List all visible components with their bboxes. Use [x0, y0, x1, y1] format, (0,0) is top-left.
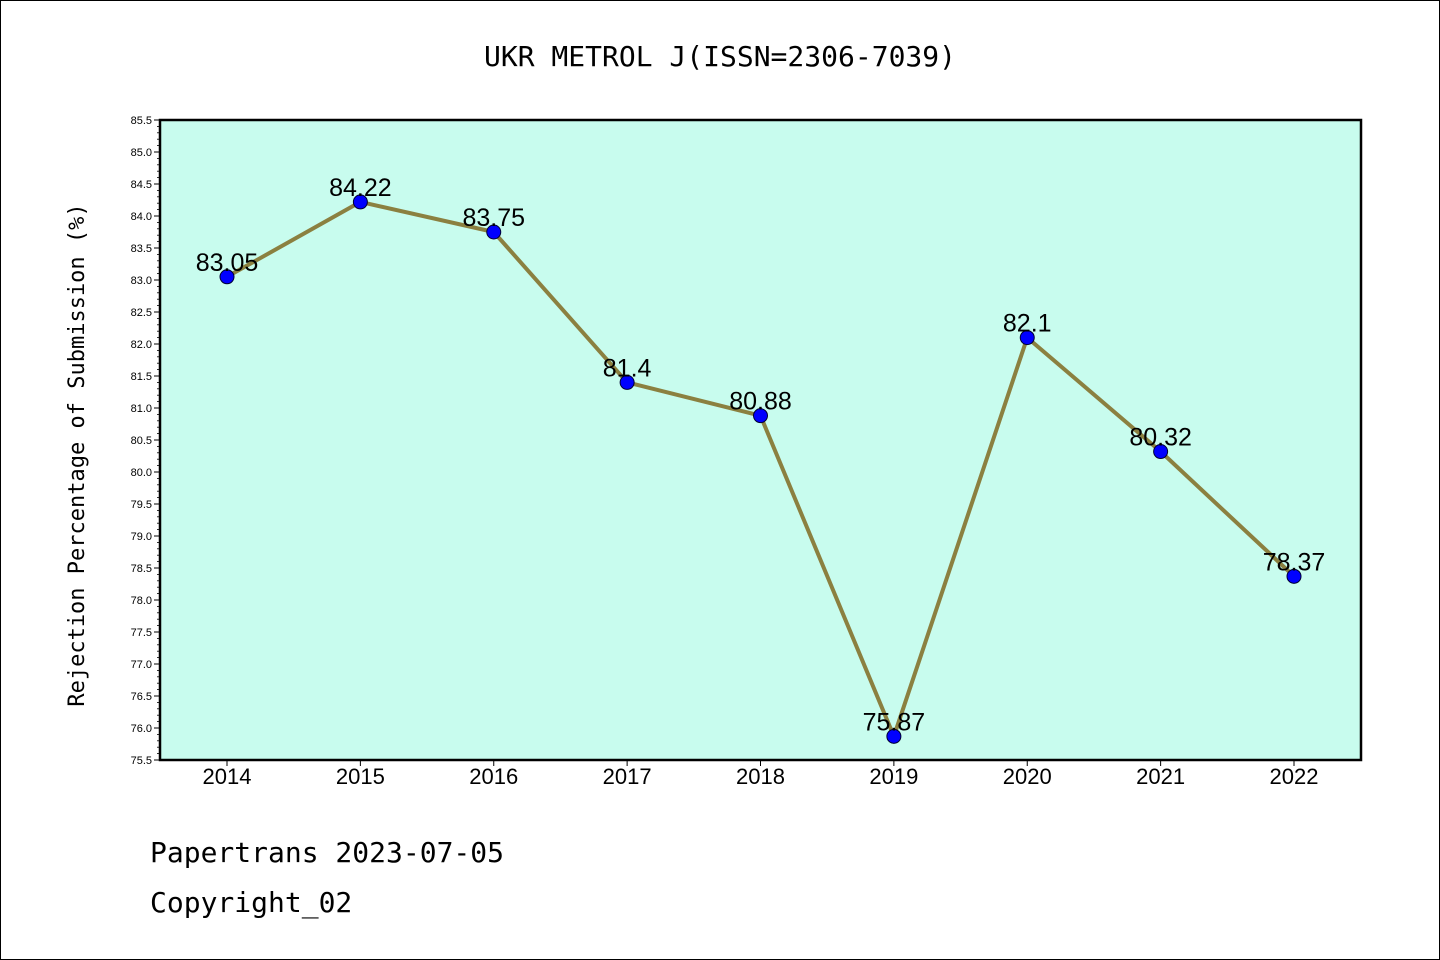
data-label: 84.22: [329, 174, 392, 202]
x-tick-label: 2021: [1136, 764, 1185, 789]
data-point: [1019, 330, 1035, 346]
data-label: 81.4: [603, 354, 652, 382]
data-point: [619, 374, 635, 390]
y-tick-label: 83.0: [131, 275, 152, 287]
data-point: [753, 408, 768, 424]
y-tick-label: 77.5: [131, 627, 152, 639]
x-tick-label: 2019: [869, 764, 918, 789]
y-tick-label: 80.5: [131, 435, 152, 447]
y-tick-label: 84.5: [131, 179, 152, 191]
y-tick-label: 75.5: [131, 755, 152, 767]
x-tick-label: 2018: [736, 764, 785, 789]
plot-area: [158, 118, 1363, 762]
y-tick-label: 79.0: [131, 531, 152, 543]
y-tick-label: 78.5: [131, 563, 152, 575]
y-tick-label: 76.5: [131, 691, 152, 703]
y-tick-label: 82.5: [131, 307, 152, 319]
data-label: 83.05: [196, 249, 259, 277]
footer-copyright: Copyright_02: [150, 886, 353, 919]
y-tick-label: 85.0: [131, 147, 152, 159]
y-axis-label: Rejection Percentage of Submission (%): [65, 203, 90, 706]
x-tick-label: 2016: [469, 764, 518, 789]
y-tick-label: 82.0: [131, 339, 152, 351]
y-tick-label: 83.5: [131, 243, 152, 255]
data-point: [1286, 568, 1302, 584]
data-label: 80.32: [1129, 424, 1192, 452]
data-point: [219, 269, 235, 285]
chart-title: UKR METROL J(ISSN=2306-7039): [484, 40, 956, 73]
y-tick-label: 84.0: [131, 211, 152, 223]
y-tick-label: 81.0: [131, 403, 152, 415]
y-tick-label: 80.0: [131, 467, 152, 479]
y-tick-label: 77.0: [131, 659, 152, 671]
data-point: [486, 224, 502, 240]
y-tick-label: 78.0: [131, 595, 152, 607]
y-tick-label: 81.5: [131, 371, 152, 383]
axis-ticks: 75.5 76.0 76.5 77.0 77.5 78.0 78.5 79.0 79.5 80.0…: [131, 115, 1319, 789]
data-point: [352, 194, 368, 210]
y-tick-label: 85.5: [131, 115, 152, 127]
data-label: 78.37: [1263, 548, 1326, 576]
footer-source: Papertrans 2023-07-05: [150, 836, 505, 869]
x-tick-label: 2022: [1270, 764, 1319, 789]
data-point: [886, 728, 902, 744]
y-tick-label: 76.0: [131, 723, 152, 735]
series-group: 83.05 84.22 83.75 81.4 80.88 75.87 82.1 80.32 78…: [196, 174, 1326, 744]
x-tick-label: 2015: [336, 764, 385, 789]
data-point: [1153, 444, 1169, 460]
y-tick-label: 79.5: [131, 499, 152, 511]
data-label: 83.75: [462, 204, 525, 232]
data-label: 75.87: [863, 708, 926, 736]
x-tick-label: 2017: [603, 764, 652, 789]
data-label: 80.88: [729, 388, 792, 416]
x-tick-label: 2014: [203, 764, 252, 789]
x-tick-label: 2020: [1003, 764, 1052, 789]
data-label: 82.1: [1003, 310, 1052, 338]
